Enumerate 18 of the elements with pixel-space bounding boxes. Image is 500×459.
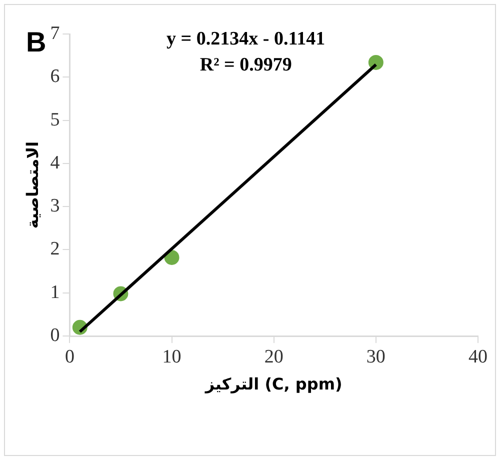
- text: B: [26, 26, 46, 58]
- y-tick-label: 1: [50, 282, 60, 303]
- annotation: R² = 0.9979: [200, 54, 292, 76]
- y-tick-label: 7: [50, 22, 60, 44]
- annotation: y = 0.2134x - 0.1141: [166, 28, 326, 50]
- x-tick-label: 40: [468, 346, 488, 368]
- x-tick-label: 20: [264, 346, 284, 368]
- y-tick-label: 3: [50, 196, 60, 217]
- x-tick-label: 10: [162, 346, 182, 368]
- y-tick-label: 0: [50, 324, 60, 346]
- y-tick-label: 5: [50, 109, 60, 130]
- x-axis-title: التركيز (C, ppm): [204, 374, 342, 394]
- x-tick-label: 0: [64, 346, 74, 368]
- y-axis-title: الامتصاصية: [22, 141, 42, 229]
- y-tick-label: 4: [50, 152, 60, 174]
- y-tick-label: 6: [50, 66, 60, 88]
- x-tick-label: 30: [366, 346, 386, 368]
- y-tick-label: 2: [50, 238, 60, 260]
